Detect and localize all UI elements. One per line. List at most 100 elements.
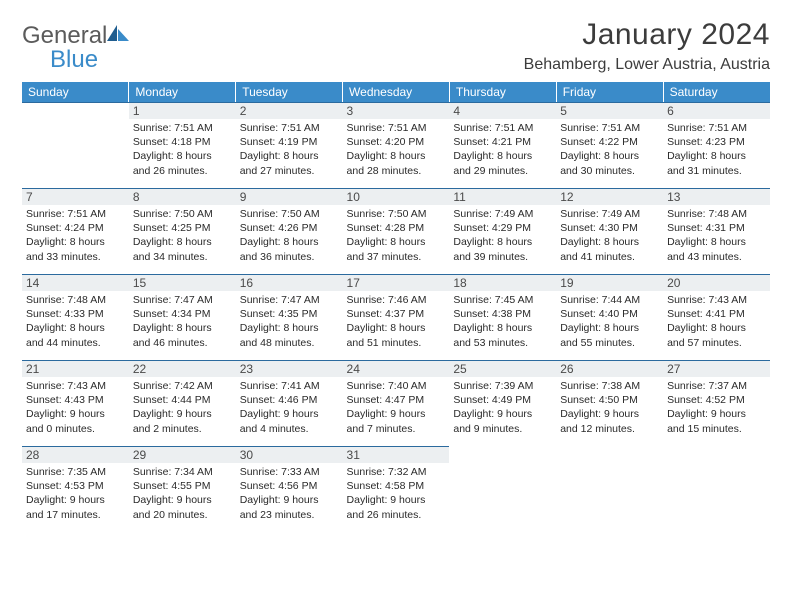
header: General Blue January 2024 Behamberg, Low… [22,18,770,74]
calendar-cell: 12 Sunrise: 7:49 AMSunset: 4:30 PMDayligh… [556,188,663,274]
day-info: Sunrise: 7:45 AMSunset: 4:38 PMDaylight:… [453,293,552,350]
day-cell: 23Sunrise: 7:41 AMSunset: 4:46 PMDayligh… [236,360,343,446]
day-info: Sunrise: 7:50 AMSunset: 4:28 PMDaylight:… [347,207,446,264]
day-number: 12 [556,189,663,205]
day-number: 31 [343,447,450,463]
day-info: Sunrise: 7:51 AMSunset: 4:22 PMDaylight:… [560,121,659,178]
calendar-cell: 31 Sunrise: 7:32 AMSunset: 4:58 PMDayligh… [343,446,450,532]
day-number: 3 [343,103,450,119]
calendar-week-row: 28Sunrise: 7:35 AMSunset: 4:53 PMDayligh… [22,446,770,532]
day-cell: 27Sunrise: 7:37 AMSunset: 4:52 PMDayligh… [663,360,770,446]
calendar-cell: 29 Sunrise: 7:34 AMSunset: 4:55 PMDayligh… [129,446,236,532]
day-cell: 26Sunrise: 7:38 AMSunset: 4:50 PMDayligh… [556,360,663,446]
day-info: Sunrise: 7:50 AMSunset: 4:25 PMDaylight:… [133,207,232,264]
day-info: Sunrise: 7:33 AMSunset: 4:56 PMDaylight:… [240,465,339,522]
brand-logo: General Blue [22,18,131,72]
day-info: Sunrise: 7:51 AMSunset: 4:24 PMDaylight:… [26,207,125,264]
calendar-cell: 18 Sunrise: 7:45 AMSunset: 4:38 PMDayligh… [449,274,556,360]
day-info: Sunrise: 7:32 AMSunset: 4:58 PMDaylight:… [347,465,446,522]
calendar-cell: 16 Sunrise: 7:47 AMSunset: 4:35 PMDayligh… [236,274,343,360]
calendar-week-row: 21Sunrise: 7:43 AMSunset: 4:43 PMDayligh… [22,360,770,446]
day-cell: 30 Sunrise: 7:33 AMSunset: 4:56 PMDayligh… [236,446,343,532]
day-number: 5 [556,103,663,119]
day-number: 29 [129,447,236,463]
calendar-cell: 20 Sunrise: 7:43 AMSunset: 4:41 PMDayligh… [663,274,770,360]
calendar-cell: 28Sunrise: 7:35 AMSunset: 4:53 PMDayligh… [22,446,129,532]
calendar-cell: 15Sunrise: 7:47 AMSunset: 4:34 PMDayligh… [129,274,236,360]
day-number: 11 [449,189,556,205]
calendar-cell: 25 Sunrise: 7:39 AMSunset: 4:49 PMDayligh… [449,360,556,446]
day-cell: 7 Sunrise: 7:51 AMSunset: 4:24 PMDaylight… [22,188,129,274]
day-number: 13 [663,189,770,205]
calendar-cell [22,102,129,188]
calendar-table: SundayMondayTuesdayWednesdayThursdayFrid… [22,82,770,532]
day-cell: 24 Sunrise: 7:40 AMSunset: 4:47 PMDayligh… [343,360,450,446]
day-number: 27 [663,361,770,377]
day-number: 18 [449,275,556,291]
day-number: 7 [22,189,129,205]
day-info: Sunrise: 7:51 AMSunset: 4:18 PMDaylight:… [133,121,232,178]
day-info: Sunrise: 7:47 AMSunset: 4:34 PMDaylight:… [133,293,232,350]
day-info: Sunrise: 7:51 AMSunset: 4:20 PMDaylight:… [347,121,446,178]
day-info: Sunrise: 7:43 AMSunset: 4:41 PMDaylight:… [667,293,766,350]
calendar-cell: 4Sunrise: 7:51 AMSunset: 4:21 PMDaylight… [449,102,556,188]
day-number: 20 [663,275,770,291]
day-info: Sunrise: 7:49 AMSunset: 4:29 PMDaylight:… [453,207,552,264]
calendar-cell: 9Sunrise: 7:50 AMSunset: 4:26 PMDaylight… [236,188,343,274]
day-info: Sunrise: 7:38 AMSunset: 4:50 PMDaylight:… [560,379,659,436]
weekday-header: Tuesday [236,82,343,102]
calendar-cell: 13Sunrise: 7:48 AMSunset: 4:31 PMDayligh… [663,188,770,274]
calendar-cell: 19Sunrise: 7:44 AMSunset: 4:40 PMDayligh… [556,274,663,360]
day-cell: 20 Sunrise: 7:43 AMSunset: 4:41 PMDayligh… [663,274,770,360]
calendar-cell: 14Sunrise: 7:48 AMSunset: 4:33 PMDayligh… [22,274,129,360]
calendar-week-row: 7 Sunrise: 7:51 AMSunset: 4:24 PMDaylight… [22,188,770,274]
day-info: Sunrise: 7:40 AMSunset: 4:47 PMDaylight:… [347,379,446,436]
calendar-cell: 1 Sunrise: 7:51 AMSunset: 4:18 PMDaylight… [129,102,236,188]
empty-cell [22,102,129,188]
day-number: 14 [22,275,129,291]
day-cell: 9Sunrise: 7:50 AMSunset: 4:26 PMDaylight… [236,188,343,274]
day-cell: 1 Sunrise: 7:51 AMSunset: 4:18 PMDaylight… [129,102,236,188]
calendar-cell [663,446,770,532]
calendar-cell [556,446,663,532]
day-info: Sunrise: 7:42 AMSunset: 4:44 PMDaylight:… [133,379,232,436]
calendar-cell: 26Sunrise: 7:38 AMSunset: 4:50 PMDayligh… [556,360,663,446]
day-info: Sunrise: 7:46 AMSunset: 4:37 PMDaylight:… [347,293,446,350]
day-number: 1 [129,103,236,119]
day-cell: 25 Sunrise: 7:39 AMSunset: 4:49 PMDayligh… [449,360,556,446]
day-number: 24 [343,361,450,377]
weekday-header: Sunday [22,82,129,102]
day-info: Sunrise: 7:47 AMSunset: 4:35 PMDaylight:… [240,293,339,350]
day-cell: 16 Sunrise: 7:47 AMSunset: 4:35 PMDayligh… [236,274,343,360]
day-info: Sunrise: 7:41 AMSunset: 4:46 PMDaylight:… [240,379,339,436]
logo-sail-icon [105,23,131,43]
day-number: 10 [343,189,450,205]
day-cell: 10 Sunrise: 7:50 AMSunset: 4:28 PMDayligh… [343,188,450,274]
day-cell: 15Sunrise: 7:47 AMSunset: 4:34 PMDayligh… [129,274,236,360]
day-cell: 6Sunrise: 7:51 AMSunset: 4:23 PMDaylight… [663,102,770,188]
calendar-cell: 30 Sunrise: 7:33 AMSunset: 4:56 PMDayligh… [236,446,343,532]
weekday-header: Wednesday [343,82,450,102]
day-cell: 21Sunrise: 7:43 AMSunset: 4:43 PMDayligh… [22,360,129,446]
day-number: 16 [236,275,343,291]
day-cell: 17 Sunrise: 7:46 AMSunset: 4:37 PMDayligh… [343,274,450,360]
day-cell: 19Sunrise: 7:44 AMSunset: 4:40 PMDayligh… [556,274,663,360]
calendar-cell: 17 Sunrise: 7:46 AMSunset: 4:37 PMDayligh… [343,274,450,360]
day-info: Sunrise: 7:49 AMSunset: 4:30 PMDaylight:… [560,207,659,264]
day-info: Sunrise: 7:34 AMSunset: 4:55 PMDaylight:… [133,465,232,522]
day-number: 25 [449,361,556,377]
logo-text-blue: Blue [50,46,98,73]
day-cell: 18 Sunrise: 7:45 AMSunset: 4:38 PMDayligh… [449,274,556,360]
day-number: 17 [343,275,450,291]
day-number: 28 [22,447,129,463]
month-title: January 2024 [524,18,770,52]
day-info: Sunrise: 7:43 AMSunset: 4:43 PMDaylight:… [26,379,125,436]
day-number: 30 [236,447,343,463]
calendar-page: General Blue January 2024 Behamberg, Low… [0,0,792,532]
logo-text-general: General [22,22,107,49]
day-number: 6 [663,103,770,119]
day-info: Sunrise: 7:39 AMSunset: 4:49 PMDaylight:… [453,379,552,436]
day-cell: 13Sunrise: 7:48 AMSunset: 4:31 PMDayligh… [663,188,770,274]
calendar-cell: 24 Sunrise: 7:40 AMSunset: 4:47 PMDayligh… [343,360,450,446]
calendar-cell: 23Sunrise: 7:41 AMSunset: 4:46 PMDayligh… [236,360,343,446]
